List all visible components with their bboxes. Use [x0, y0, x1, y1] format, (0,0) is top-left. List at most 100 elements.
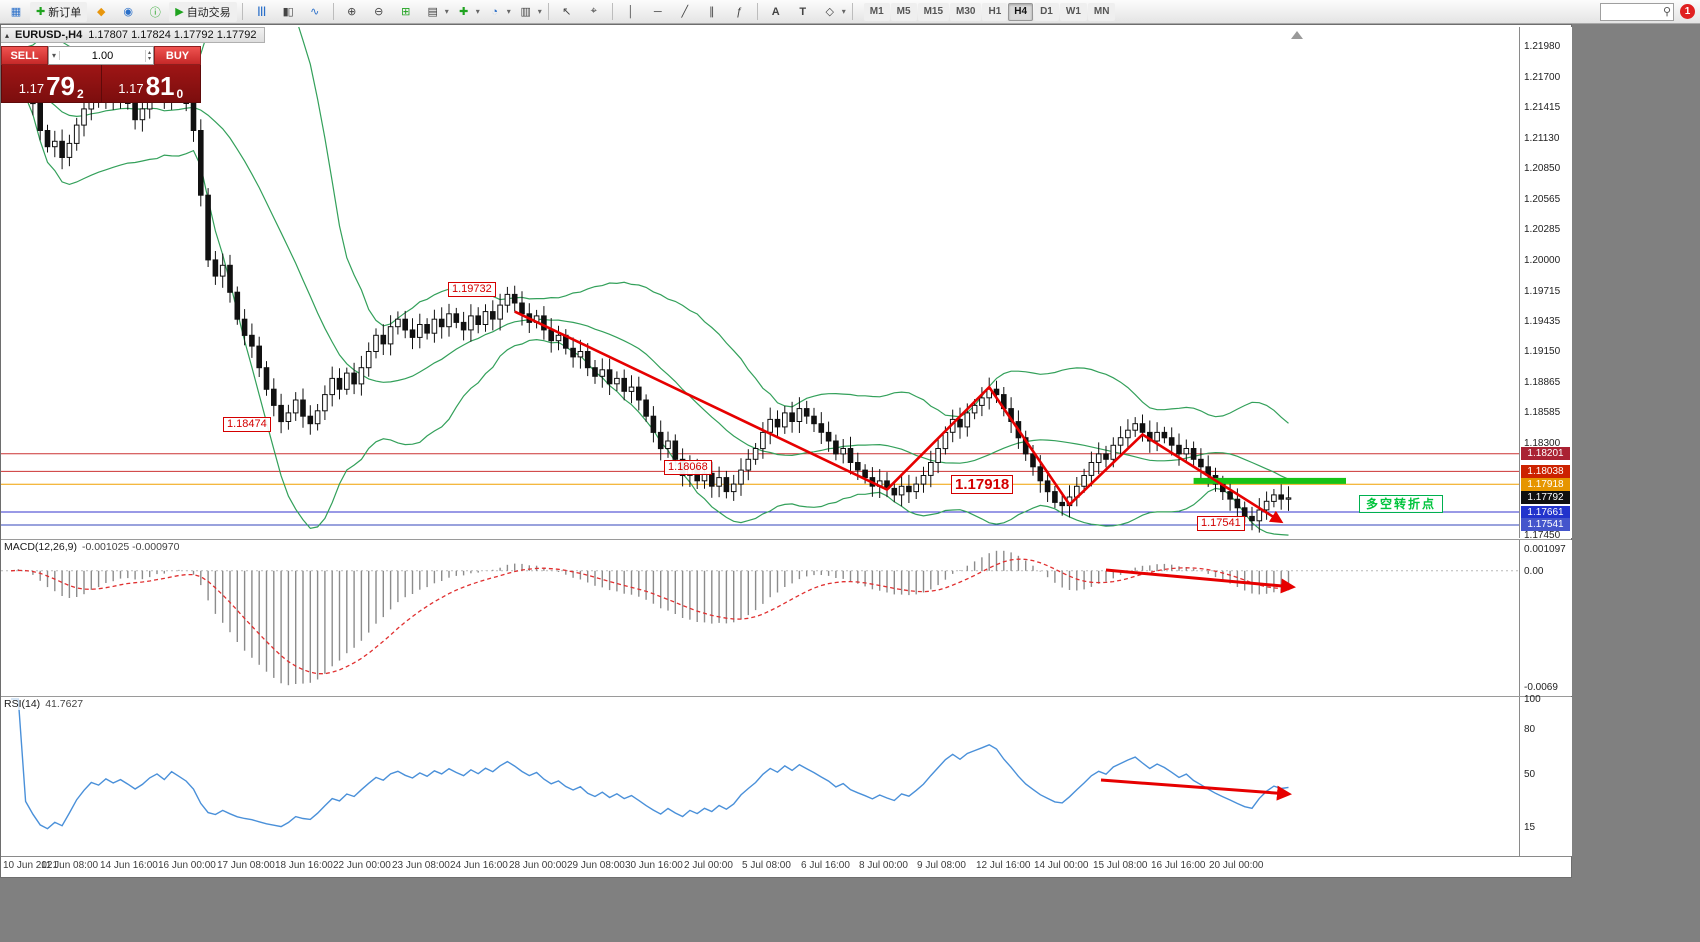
time-axis-label: 20 Jul 00:00: [1209, 860, 1264, 871]
time-axis-label: 23 Jun 08:00: [392, 860, 450, 871]
chart-title-strip[interactable]: ▴ EURUSD-,H4 1.17807 1.17824 1.17792 1.1…: [1, 27, 266, 43]
new-order-button[interactable]: ✚ 新订单: [30, 1, 88, 22]
auto-trading-button[interactable]: ▶ 自动交易: [169, 1, 237, 22]
arrange-windows-icon[interactable]: ▤: [427, 6, 438, 18]
price-annotation[interactable]: 1.18474: [223, 417, 271, 432]
chart-window: 1.21980 1.21700 1.21415 1.21130 1.20850 1.205…: [0, 24, 1572, 878]
macd-panel: 0.001097 0.00 -0.0069 MACD(12,26,9) -0.0010…: [1, 539, 1572, 696]
timeframe-button-m1[interactable]: M1: [863, 2, 890, 21]
main-toolbar: ▦ ✚ 新订单 ◆ ◉ ⓘ ▶ 自动交易 ┃┃┃ ▮▯ ∿ ⊕ ⊖ ⊞ ▤ ▾ …: [0, 0, 1700, 24]
info-icon[interactable]: ⓘ: [149, 6, 161, 19]
tile-windows-icon[interactable]: ⊞: [401, 6, 411, 18]
volume-stepper[interactable]: ▴ ▾: [144, 49, 153, 62]
time-axis-label: 28 Jun 00:00: [509, 860, 567, 871]
rsi-canvas[interactable]: [1, 697, 1519, 856]
auto-trading-label: 自动交易: [186, 6, 231, 19]
timeframe-button-h1[interactable]: H1: [982, 2, 1008, 21]
price-axis-label: 1.17450: [1524, 530, 1561, 541]
dropdown-arrow-icon[interactable]: ▾: [506, 7, 511, 16]
new-chart-icon[interactable]: ▦: [10, 6, 22, 18]
shapes-icon[interactable]: ◇: [825, 6, 834, 18]
trendline-icon[interactable]: ╱: [681, 6, 689, 18]
price-axis-label: 1.18300: [1524, 438, 1561, 449]
time-axis-label: 30 Jun 16:00: [625, 860, 683, 871]
periods-icon[interactable]: ◔: [491, 5, 499, 18]
time-axis-label: 10 Jun 2021: [3, 860, 59, 871]
price-axis-label: 1.21130: [1524, 133, 1560, 144]
price-chart-canvas[interactable]: [1, 27, 1519, 538]
zoom-in-icon[interactable]: ⊕: [347, 6, 357, 18]
timeframe-button-d1[interactable]: D1: [1034, 2, 1059, 21]
bar-chart-icon[interactable]: ┃┃┃: [256, 7, 267, 16]
toolbar-separator: [611, 3, 613, 20]
candlestick-chart-icon[interactable]: ▮▯: [282, 6, 294, 18]
price-annotation[interactable]: 1.17541: [1197, 516, 1245, 531]
macd-axis-label: 0.001097: [1524, 544, 1566, 555]
indicators-icon[interactable]: ✚: [459, 6, 469, 18]
timeframe-button-h4[interactable]: H4: [1008, 2, 1034, 21]
bid-ask-display: 1.17 79 2 1.17 81 0: [1, 65, 201, 103]
crosshair-icon[interactable]: ⌖: [590, 5, 597, 17]
price-axis-label: 1.21980: [1524, 41, 1561, 52]
time-axis-label: 22 Jun 00:00: [333, 860, 391, 871]
channel-icon[interactable]: ∥: [709, 6, 715, 18]
zoom-out-icon[interactable]: ⊖: [374, 6, 384, 18]
profiles-icon[interactable]: ◉: [123, 6, 134, 18]
price-chart-panel: 1.21980 1.21700 1.21415 1.21130 1.20850 1.205…: [1, 27, 1572, 541]
pivot-annotation[interactable]: 多空转折点: [1359, 495, 1444, 513]
timeframe-button-w1[interactable]: W1: [1059, 2, 1087, 21]
metaquotes-icon[interactable]: ◆: [96, 6, 106, 18]
macd-values: -0.001025 -0.000970: [81, 541, 180, 553]
bid-price[interactable]: 1.17 79 2: [18, 71, 84, 101]
time-axis-label: 17 Jun 08:00: [217, 860, 275, 871]
dropdown-arrow-icon[interactable]: ▾: [841, 7, 846, 16]
price-axis-label: 1.20565: [1524, 194, 1561, 205]
templates-icon[interactable]: ▥: [520, 6, 531, 18]
timeframe-button-m15[interactable]: M15: [917, 2, 950, 21]
time-axis-label: 16 Jun 00:00: [158, 860, 216, 871]
timeframe-button-m5[interactable]: M5: [890, 2, 917, 21]
label-tool-icon[interactable]: T: [799, 5, 807, 18]
price-annotation[interactable]: 1.18068: [664, 460, 712, 475]
chart-title-icon: ▴: [5, 30, 10, 40]
toolbar-separator: [332, 3, 334, 20]
text-tool-icon[interactable]: A: [771, 5, 780, 18]
line-chart-icon[interactable]: ∿: [310, 6, 320, 18]
price-annotation[interactable]: 1.17918: [951, 475, 1014, 494]
time-axis-label: 5 Jul 08:00: [742, 860, 791, 871]
toolbar-separator: [547, 3, 549, 20]
toolbar-separator: [756, 3, 758, 20]
one-click-trading-panel: SELL ▾ ▴▾ BUY 1.17792: [1, 46, 201, 103]
volume-dropdown-icon[interactable]: ▾: [49, 51, 61, 60]
cursor-icon[interactable]: ↖: [562, 6, 572, 18]
toolbar-separator: [241, 3, 243, 20]
search-box: ⚲: [1599, 2, 1674, 21]
macd-canvas[interactable]: [1, 540, 1519, 696]
time-axis: 10 Jun 2021 11 Jun 08:00 14 Jun 16:00 16 Ju…: [1, 856, 1571, 877]
fibonacci-icon[interactable]: ƒ: [735, 5, 742, 18]
volume-input[interactable]: [60, 48, 145, 63]
time-axis-label: 16 Jul 16:00: [1151, 860, 1206, 871]
sell-button[interactable]: SELL: [1, 46, 48, 65]
notification-badge[interactable]: 1: [1680, 4, 1695, 19]
ask-price[interactable]: 1.17 81 0: [118, 71, 184, 101]
timeframe-button-mn[interactable]: MN: [1087, 2, 1116, 21]
search-input[interactable]: [1602, 5, 1663, 18]
price-axis-label: 1.18585: [1524, 407, 1561, 418]
search-icon[interactable]: ⚲: [1662, 6, 1671, 18]
price-annotation[interactable]: 1.19732: [448, 282, 496, 297]
buy-button[interactable]: BUY: [154, 46, 201, 65]
time-axis-label: 6 Jul 16:00: [801, 860, 850, 871]
price-badge: 1.17541: [1521, 518, 1570, 531]
play-icon: ▶: [175, 6, 184, 18]
rsi-axis-label: 80: [1524, 724, 1536, 735]
timeframe-button-m30[interactable]: M30: [950, 2, 982, 21]
dropdown-arrow-icon[interactable]: ▾: [537, 7, 542, 16]
horizontal-line-icon[interactable]: ─: [653, 5, 662, 18]
rsi-axis-label: 15: [1524, 822, 1536, 833]
dropdown-arrow-icon[interactable]: ▾: [475, 7, 480, 16]
macd-label: MACD(12,26,9) -0.001025 -0.000970: [4, 541, 180, 553]
vertical-line-icon[interactable]: │: [627, 5, 635, 18]
dropdown-arrow-icon[interactable]: ▾: [444, 7, 449, 16]
